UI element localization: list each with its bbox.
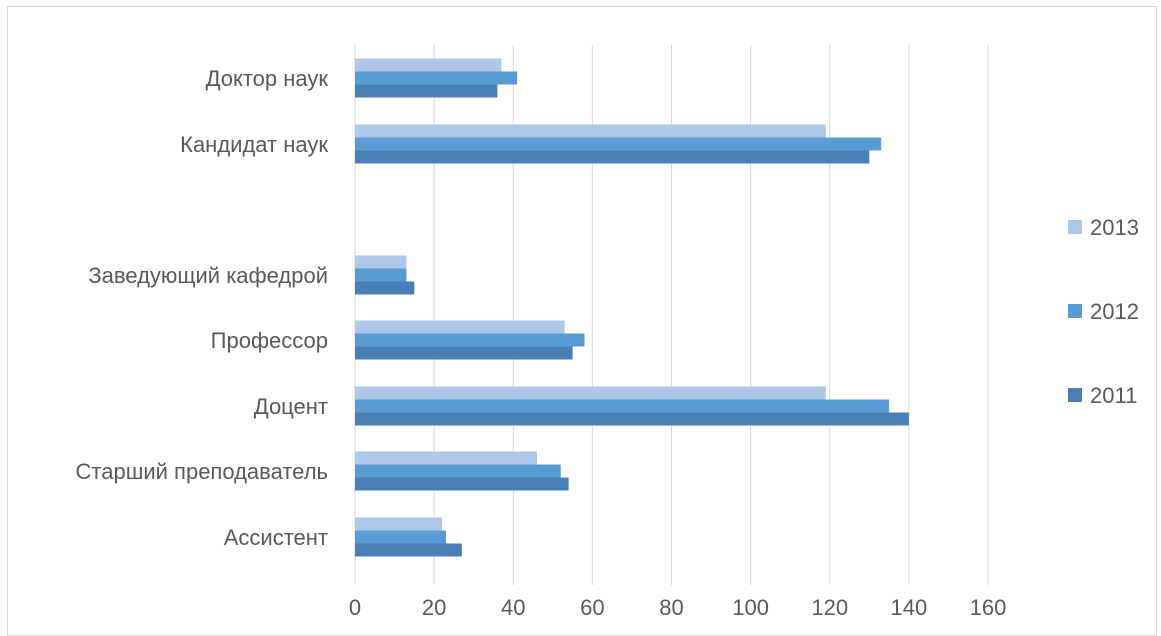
bar-2013 — [355, 517, 443, 531]
category-label: Старший преподаватель — [76, 459, 328, 484]
bar-2012 — [355, 464, 561, 478]
x-tick-label: 100 — [732, 595, 769, 620]
bar-2013 — [355, 255, 407, 269]
legend-swatch-2011 — [1068, 388, 1082, 402]
bar-2011 — [355, 346, 573, 360]
bar-2013 — [355, 451, 537, 465]
bar-2012 — [355, 399, 890, 413]
x-tick-label: 140 — [891, 595, 928, 620]
bar-2012 — [355, 268, 407, 282]
x-tick-label: 40 — [501, 595, 525, 620]
legend-label: 2011 — [1090, 383, 1137, 408]
category-label: Ассистент — [224, 525, 328, 550]
legend-swatch-2013 — [1068, 220, 1082, 234]
category-label: Кандидат наук — [180, 132, 328, 157]
category-labels: Доктор наук Кандидат наук Заведующий кафед… — [76, 66, 329, 550]
legend-label: 2013 — [1090, 215, 1139, 240]
category-label: Заведующий кафедрой — [88, 263, 328, 288]
category-label: Доктор наук — [206, 66, 329, 91]
chart-frame — [7, 6, 1157, 636]
x-tick-label: 160 — [970, 595, 1007, 620]
x-tick-label: 80 — [659, 595, 683, 620]
x-tick-label: 0 — [349, 595, 361, 620]
legend-label: 2012 — [1090, 299, 1139, 324]
bar-2013 — [355, 124, 826, 138]
bar-2012 — [355, 333, 585, 347]
x-tick-label: 60 — [580, 595, 604, 620]
legend-swatch-2012 — [1068, 304, 1082, 318]
bar-2013 — [355, 386, 826, 400]
bar-2011 — [355, 477, 569, 491]
x-axis-tick-labels: 0 20 40 60 80 100 120 140 160 — [349, 595, 1006, 620]
category-label: Профессор — [211, 328, 328, 353]
x-tick-label: 20 — [422, 595, 446, 620]
bar-2011 — [355, 543, 462, 557]
x-tick-label: 120 — [811, 595, 848, 620]
bar-2013 — [355, 58, 502, 72]
bars — [355, 58, 909, 557]
legend: 2013 2012 2011 — [1068, 215, 1139, 408]
bar-2011 — [355, 150, 870, 164]
category-label: Доцент — [254, 394, 328, 419]
bar-2013 — [355, 320, 565, 334]
bar-2011 — [355, 412, 909, 426]
bar-2012 — [355, 71, 518, 85]
bar-2012 — [355, 137, 882, 151]
bar-2011 — [355, 84, 498, 98]
bar-2011 — [355, 281, 415, 295]
bar-2012 — [355, 530, 446, 544]
